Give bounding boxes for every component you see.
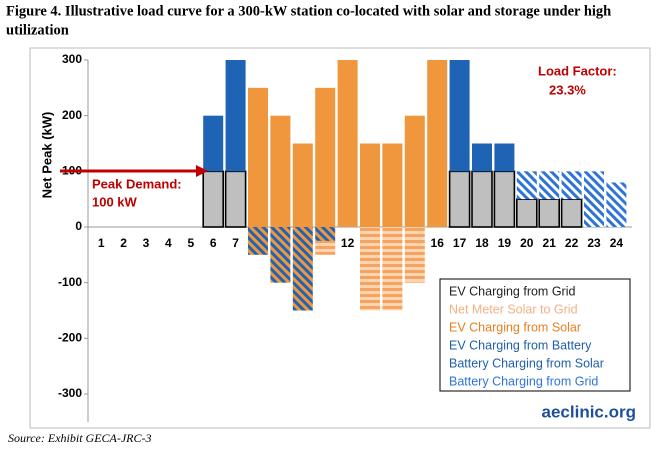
x-tick-label: 18: [475, 236, 489, 250]
bar-segment: [315, 240, 336, 255]
x-tick-label: 16: [431, 236, 445, 250]
legend-entry: Net Meter Solar to Grid: [449, 302, 578, 316]
bar-segment: [538, 198, 561, 228]
watermark: aeclinic.org: [542, 402, 636, 421]
bar-segment: [315, 87, 336, 227]
x-tick-label: 23: [587, 236, 601, 250]
y-tick-label: 300: [62, 52, 82, 66]
bar-segment: [203, 115, 224, 172]
bar-segment: [360, 227, 380, 311]
bar-segment: [292, 143, 313, 227]
bar-segment: [404, 115, 425, 227]
bar-segment: [382, 227, 403, 311]
legend-box: [439, 278, 631, 392]
y-tick-label: -200: [58, 331, 82, 345]
y-tick-label: -300: [58, 386, 82, 400]
x-tick-label: 5: [187, 236, 194, 250]
bar-segment: [472, 143, 492, 172]
legend-entry: EV Charging from Battery: [449, 338, 592, 352]
bar-segment: [404, 227, 425, 283]
bar-segment: [516, 171, 537, 200]
arrow-head: [196, 165, 208, 177]
x-tick-label: 4: [165, 236, 172, 250]
bar-segment: [493, 170, 516, 228]
chart-frame: [29, 47, 651, 429]
legend-entry: Battery Charging from Solar: [449, 356, 604, 370]
bar-segment: [202, 170, 224, 228]
y-tick-label: 200: [62, 108, 82, 122]
bar-segment: [471, 170, 493, 228]
chart-title-line1: Figure 4. Illustrative load curve for a …: [6, 3, 611, 19]
legend-entry: Battery Charging from Grid: [449, 374, 598, 388]
legend-entry: EV Charging from Grid: [449, 284, 575, 298]
bar-segment: [248, 87, 268, 227]
y-axis-label: Net Peak (kW): [39, 112, 54, 199]
bar-segment: [360, 143, 380, 227]
bar-segment: [270, 115, 291, 227]
bar-segment: [337, 60, 358, 227]
bar-segment: [539, 171, 560, 200]
x-tick-label: 19: [498, 236, 512, 250]
x-tick-label: 1: [98, 236, 105, 250]
bar-segment: [292, 227, 313, 311]
x-tick-label: 24: [610, 236, 624, 250]
bar-segment: [584, 171, 604, 227]
bar-segment: [448, 170, 471, 228]
bar-segment: [248, 227, 268, 255]
bar-segment: [561, 171, 582, 200]
annotation: 23.3%: [549, 82, 586, 97]
bar-segment: [494, 143, 515, 172]
chart-title-line2: utilization: [6, 22, 69, 38]
x-tick-label: 3: [143, 236, 150, 250]
bar-segment: [382, 143, 403, 227]
bar-segment: [224, 170, 247, 228]
x-tick-label: 22: [565, 236, 579, 250]
x-tick-label: 2: [120, 236, 127, 250]
legend-entry: EV Charging from Solar: [449, 320, 581, 334]
x-tick-label: 7: [232, 236, 239, 250]
x-tick-label: 17: [453, 236, 467, 250]
annotation: Load Factor:: [538, 63, 617, 78]
bar-segment: [427, 60, 448, 227]
bar-segment: [606, 182, 627, 227]
y-tick-label: 0: [75, 219, 82, 233]
bar-segment: [560, 198, 583, 228]
y-tick-label: -100: [58, 275, 82, 289]
x-tick-label: 6: [210, 236, 217, 250]
annotation: Peak Demand:: [92, 176, 182, 191]
x-tick-label: 21: [543, 236, 557, 250]
annotation: 100 kW: [92, 194, 138, 209]
bar-segment: [225, 60, 246, 172]
source: Source: Exhibit GECA-JRC-3: [8, 431, 152, 445]
x-tick-label: 20: [520, 236, 534, 250]
bar-segment: [315, 227, 336, 241]
x-tick-label: 12: [341, 236, 355, 250]
bar-segment: [515, 198, 538, 228]
bar-segment: [449, 60, 470, 172]
bar-segment: [270, 227, 291, 283]
